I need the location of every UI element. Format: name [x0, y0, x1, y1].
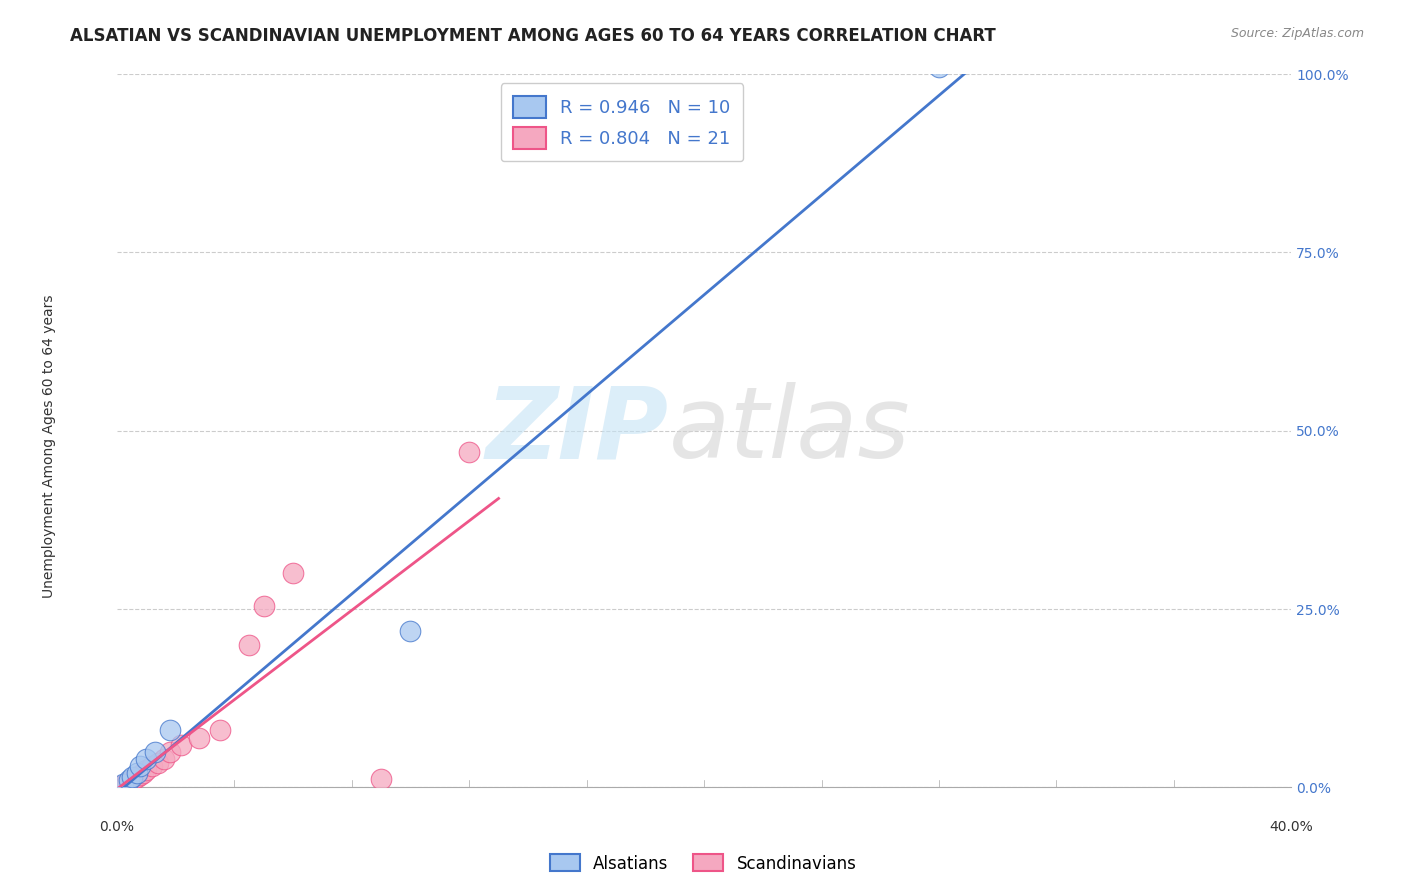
Point: [188, 731, 211, 745]
Point: [114, 777, 136, 791]
Text: Source: ZipAtlas.com: Source: ZipAtlas.com: [1230, 27, 1364, 40]
Point: [458, 445, 481, 459]
Point: [208, 723, 231, 738]
Text: ALSATIAN VS SCANDINAVIAN UNEMPLOYMENT AMONG AGES 60 TO 64 YEARS CORRELATION CHAR: ALSATIAN VS SCANDINAVIAN UNEMPLOYMENT AM…: [70, 27, 995, 45]
Point: [146, 756, 169, 770]
Point: [132, 766, 155, 780]
Text: Unemployment Among Ages 60 to 64 years: Unemployment Among Ages 60 to 64 years: [42, 294, 56, 598]
Text: 40.0%: 40.0%: [1270, 820, 1313, 834]
Point: [281, 566, 304, 581]
Point: [127, 770, 149, 784]
Point: [124, 772, 146, 786]
Point: [170, 738, 193, 752]
Point: [370, 772, 392, 786]
Point: [135, 763, 157, 777]
Point: [143, 745, 166, 759]
Point: [111, 777, 134, 791]
Point: [159, 723, 181, 738]
Point: [117, 773, 139, 788]
Point: [238, 638, 260, 652]
Point: [117, 774, 139, 789]
Point: [399, 624, 422, 638]
Point: [127, 766, 149, 780]
Point: [153, 752, 176, 766]
Text: 0.0%: 0.0%: [100, 820, 135, 834]
Point: [159, 745, 181, 759]
Point: [928, 60, 950, 74]
Legend: R = 0.946   N = 10, R = 0.804   N = 21: R = 0.946 N = 10, R = 0.804 N = 21: [501, 83, 744, 161]
Legend: Alsatians, Scandinavians: Alsatians, Scandinavians: [543, 847, 863, 880]
Point: [129, 767, 152, 781]
Point: [253, 599, 276, 613]
Point: [121, 773, 143, 788]
Point: [111, 778, 134, 792]
Point: [121, 770, 143, 784]
Text: atlas: atlas: [669, 383, 911, 479]
Text: ZIP: ZIP: [486, 383, 669, 479]
Point: [135, 752, 157, 766]
Point: [129, 759, 152, 773]
Point: [141, 759, 163, 773]
